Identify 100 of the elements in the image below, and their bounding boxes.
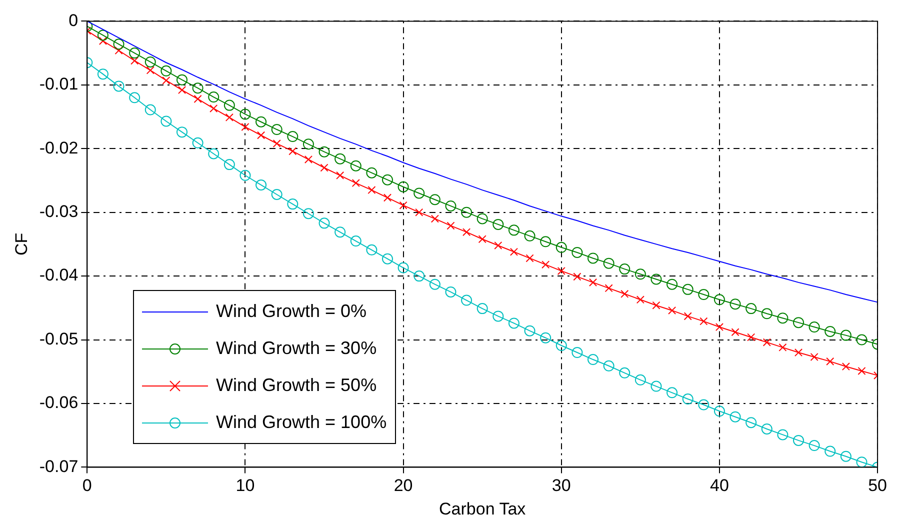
point [715,322,724,332]
point [508,224,520,236]
point [146,66,154,74]
y-tick-label: -0.02 [39,138,78,158]
point [445,200,456,212]
point [604,284,613,292]
point [429,194,440,206]
point [446,222,455,230]
point [430,214,439,223]
point [414,270,425,282]
point [666,278,678,290]
point [777,429,788,440]
x-tick-label: 30 [552,476,571,496]
point [572,347,583,358]
point [350,160,362,172]
point [856,334,868,346]
point [304,155,312,164]
point [129,92,140,104]
point [650,380,662,392]
y-tick-label: -0.01 [39,74,78,94]
point [794,348,803,357]
point [824,326,836,337]
y-tick-label: -0.07 [39,456,78,476]
x-tick-label: 20 [394,476,413,496]
point [257,131,266,140]
point [288,147,297,156]
point [588,278,598,286]
point [302,138,314,150]
point [777,312,788,324]
point [336,171,344,180]
point [731,328,740,336]
x-tick-label: 10 [236,476,255,496]
y-tick-label: -0.04 [39,266,78,285]
y-tick-label: -0.03 [39,202,78,222]
y-tick-label: 0 [68,10,78,30]
point [160,116,172,127]
point [382,253,393,264]
point [366,167,378,178]
point [383,194,392,202]
point [271,124,282,136]
point [793,317,804,328]
point [241,122,250,131]
y-tick-label: -0.06 [39,393,78,412]
point [682,284,694,295]
point [668,306,676,314]
point [208,92,220,103]
point [415,208,424,216]
point [619,264,630,275]
x-tick-label: 0 [82,476,92,496]
point [573,272,582,281]
point [176,126,188,138]
y-tick-label: -0.05 [39,329,78,348]
point [210,104,218,113]
point [746,417,757,428]
point [287,198,298,210]
point [225,113,234,122]
point [808,322,820,333]
point [334,153,346,164]
y-axis-title: CF [12,232,31,256]
point [714,406,725,417]
point [224,159,235,170]
point [494,241,502,250]
point [429,278,440,290]
point [414,188,425,199]
point [603,360,614,372]
point [824,446,836,457]
point [350,236,362,247]
point [700,317,708,326]
point [778,343,787,352]
point [224,100,235,111]
point [192,137,204,148]
point [840,330,852,341]
point [842,362,850,371]
legend-label: Wind Growth = 100% [216,412,387,433]
point [620,290,629,298]
point [461,294,472,306]
point [178,86,186,94]
point [540,332,552,344]
x-axis-title: Carbon Tax [439,499,526,518]
point [542,260,550,269]
point [858,366,866,376]
point [240,108,251,120]
point [98,36,107,45]
point [636,296,644,304]
point [113,38,124,50]
point [572,246,583,258]
point [793,434,804,446]
point [747,333,756,342]
point [318,146,330,158]
point [144,104,156,116]
point [130,56,139,65]
point [97,30,108,41]
point [368,186,376,194]
point [445,286,456,298]
point [398,181,409,192]
point [462,228,471,236]
point [492,218,504,230]
point [588,252,599,264]
point [144,56,156,68]
point [557,266,566,275]
